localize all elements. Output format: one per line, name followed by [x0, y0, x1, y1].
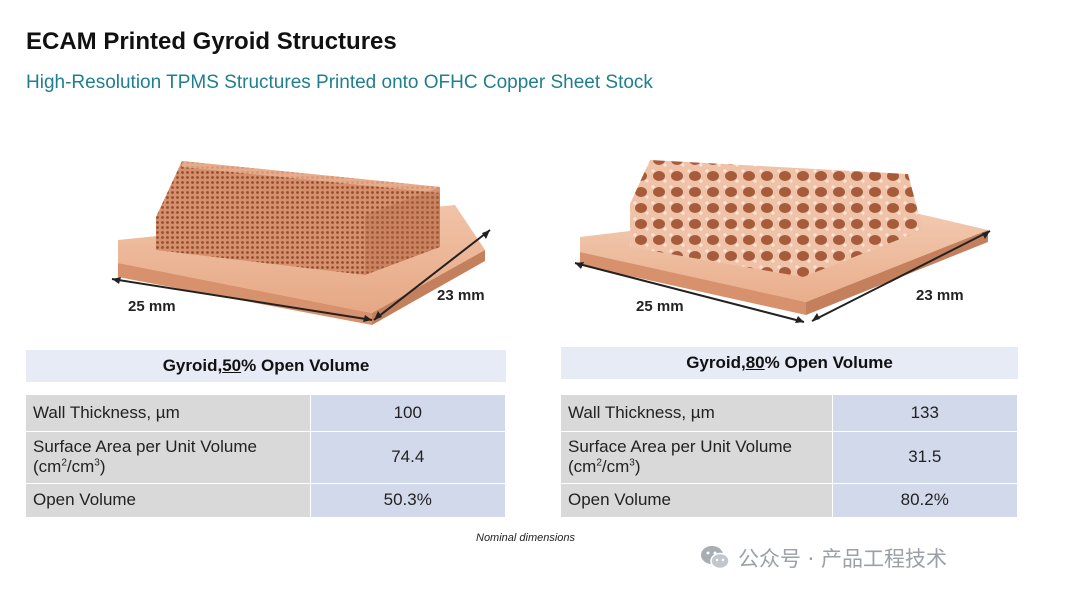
- label-line2-c: ): [99, 457, 106, 476]
- gyroid-50-table-header: Gyroid, 50% Open Volume: [26, 350, 506, 382]
- gyroid-50-width-label: 25 mm: [128, 298, 176, 315]
- gyroid-50-dimension-arrows: [111, 277, 373, 322]
- label-sup1: 2: [596, 457, 602, 469]
- watermark: 公众号 · 产品工程技术: [700, 543, 947, 573]
- gyroid-80-depth-label: 23 mm: [916, 287, 964, 304]
- label-line2-a: (cm: [33, 457, 62, 476]
- row-label: Wall Thickness, µm: [561, 395, 833, 432]
- table-row: Wall Thickness, µm 100: [26, 395, 506, 432]
- header-suffix: % Open Volume: [764, 353, 893, 372]
- header-prefix: Gyroid,: [686, 353, 746, 372]
- table-row: Open Volume 50.3%: [26, 483, 506, 518]
- row-value: 133: [832, 395, 1018, 432]
- label-line2-b: /cm: [601, 457, 630, 476]
- gyroid-50-depth-arrow: [373, 229, 491, 321]
- gyroid-80-table-header: Gyroid, 80% Open Volume: [561, 347, 1018, 379]
- gyroid-80-width-label: 25 mm: [636, 298, 684, 315]
- row-value: 31.5: [832, 431, 1018, 484]
- header-percent: 50: [222, 356, 242, 375]
- table-row: Wall Thickness, µm 133: [561, 395, 1018, 432]
- row-label: Surface Area per Unit Volume (cm2/cm3): [26, 431, 311, 484]
- row-label: Open Volume: [26, 483, 311, 518]
- row-label: Surface Area per Unit Volume (cm2/cm3): [561, 431, 833, 484]
- watermark-text: 公众号 · 产品工程技术: [738, 547, 948, 571]
- footnote: Nominal dimensions: [476, 532, 576, 544]
- row-label: Wall Thickness, µm: [26, 395, 311, 432]
- page-title: ECAM Printed Gyroid Structures: [26, 28, 397, 55]
- label-line2-a: (cm: [568, 457, 597, 476]
- gyroid-80-depth-arrow: [811, 230, 991, 322]
- page-subtitle: High-Resolution TPMS Structures Printed …: [26, 72, 653, 93]
- label-line1: Surface Area per Unit Volume: [568, 437, 792, 456]
- gyroid-80-dimension-arrows: [574, 262, 805, 323]
- label-sup2: 3: [629, 457, 635, 469]
- label-line2-b: /cm: [66, 457, 95, 476]
- gyroid-80-properties-table: Wall Thickness, µm 133 Surface Area per …: [561, 395, 1018, 518]
- label-line1: Surface Area per Unit Volume: [33, 437, 257, 456]
- row-value: 50.3%: [310, 483, 506, 518]
- table-row: Surface Area per Unit Volume (cm2/cm3) 7…: [26, 431, 506, 484]
- table-row: Surface Area per Unit Volume (cm2/cm3) 3…: [561, 431, 1018, 484]
- gyroid-80-sample-image: [578, 152, 993, 317]
- table-row: Open Volume 80.2%: [561, 483, 1018, 518]
- header-suffix: % Open Volume: [241, 356, 370, 375]
- wechat-icon: [701, 546, 730, 570]
- row-value: 74.4: [310, 431, 506, 484]
- header-prefix: Gyroid,: [162, 356, 223, 375]
- gyroid-50-properties-table: Wall Thickness, µm 100 Surface Area per …: [26, 395, 506, 518]
- header-percent: 80: [745, 353, 765, 372]
- label-sup2: 3: [94, 457, 100, 469]
- label-line2-c: ): [634, 457, 641, 476]
- gyroid-50-depth-label: 23 mm: [437, 287, 485, 304]
- label-sup1: 2: [61, 457, 67, 469]
- row-label: Open Volume: [561, 483, 833, 518]
- row-value: 80.2%: [832, 483, 1018, 518]
- row-value: 100: [310, 395, 506, 432]
